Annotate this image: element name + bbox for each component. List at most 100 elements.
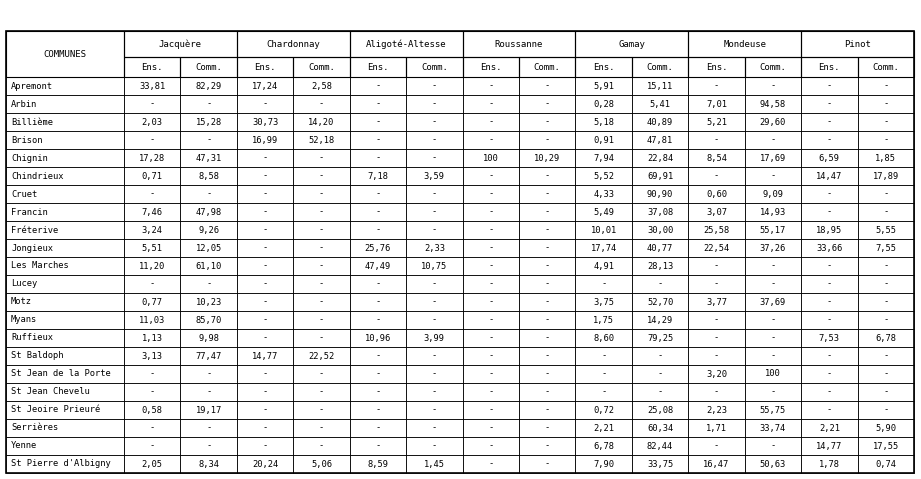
Bar [293, 95, 350, 113]
Text: St Jeoire Prieuré: St Jeoire Prieuré [11, 406, 100, 414]
Text: -: - [827, 352, 832, 361]
Text: -: - [544, 262, 550, 271]
Text: 15,28: 15,28 [195, 117, 222, 126]
Bar [462, 329, 519, 347]
Text: -: - [827, 406, 832, 414]
Text: 0,58: 0,58 [142, 406, 163, 414]
Bar [293, 57, 350, 77]
Bar [688, 311, 745, 329]
Bar [124, 167, 181, 185]
Bar [6, 419, 124, 437]
Bar [6, 275, 124, 293]
Bar [406, 57, 462, 77]
Text: -: - [488, 388, 494, 397]
Bar [857, 383, 914, 401]
Bar [237, 275, 293, 293]
Bar [801, 95, 857, 113]
Text: -: - [375, 406, 380, 414]
Bar [350, 311, 406, 329]
Text: -: - [827, 81, 832, 91]
Bar [857, 149, 914, 167]
Text: 33,74: 33,74 [760, 423, 786, 433]
Bar [745, 293, 801, 311]
Bar [350, 149, 406, 167]
Text: 10,29: 10,29 [534, 153, 560, 162]
Text: -: - [375, 100, 380, 109]
Bar [576, 203, 632, 221]
Bar [857, 95, 914, 113]
Text: 0,71: 0,71 [142, 171, 163, 181]
Bar [6, 293, 124, 311]
Bar [632, 293, 688, 311]
Bar [632, 113, 688, 131]
Bar [519, 57, 576, 77]
Text: 15,11: 15,11 [647, 81, 673, 91]
Bar [350, 401, 406, 419]
Text: -: - [319, 442, 324, 451]
Bar [576, 419, 632, 437]
Text: -: - [658, 388, 663, 397]
Text: -: - [770, 262, 775, 271]
Text: 25,58: 25,58 [704, 226, 729, 235]
Bar [857, 131, 914, 149]
Bar [688, 401, 745, 419]
Text: -: - [319, 388, 324, 397]
Text: 3,99: 3,99 [424, 333, 445, 342]
Text: Jongieux: Jongieux [11, 243, 53, 252]
Bar [293, 275, 350, 293]
Text: 9,98: 9,98 [198, 333, 219, 342]
Text: -: - [601, 280, 606, 288]
Text: 19,17: 19,17 [195, 406, 222, 414]
Bar [462, 347, 519, 365]
Bar [688, 437, 745, 455]
Bar [801, 329, 857, 347]
Bar [857, 401, 914, 419]
Bar [519, 167, 576, 185]
Text: -: - [432, 117, 437, 126]
Text: -: - [883, 136, 889, 145]
Bar [350, 95, 406, 113]
Text: 3,20: 3,20 [706, 369, 727, 378]
Bar [350, 455, 406, 473]
Bar [745, 383, 801, 401]
Bar [462, 77, 519, 95]
Text: -: - [770, 352, 775, 361]
Bar [462, 383, 519, 401]
Bar [576, 365, 632, 383]
Bar [462, 185, 519, 203]
Text: COMMUNES: COMMUNES [43, 49, 87, 58]
Bar [801, 437, 857, 455]
Text: -: - [206, 423, 211, 433]
Text: -: - [375, 297, 380, 307]
Bar [406, 275, 462, 293]
Text: -: - [544, 100, 550, 109]
Bar [181, 419, 237, 437]
Text: 28,13: 28,13 [647, 262, 673, 271]
Bar [801, 239, 857, 257]
Text: 25,76: 25,76 [365, 243, 391, 252]
Text: -: - [319, 100, 324, 109]
Bar [745, 419, 801, 437]
Text: 7,94: 7,94 [593, 153, 614, 162]
Text: Chardonnay: Chardonnay [266, 39, 321, 48]
Text: -: - [262, 262, 268, 271]
Bar [6, 329, 124, 347]
Bar [857, 329, 914, 347]
Text: Pinot: Pinot [845, 39, 871, 48]
Text: Fréterive: Fréterive [11, 226, 58, 235]
Bar [181, 57, 237, 77]
Text: 20,24: 20,24 [252, 459, 278, 468]
Bar [688, 221, 745, 239]
Bar [237, 203, 293, 221]
Bar [801, 347, 857, 365]
Text: 2,21: 2,21 [593, 423, 614, 433]
Bar [406, 239, 462, 257]
Bar [745, 149, 801, 167]
Text: 1,75: 1,75 [593, 316, 614, 324]
Bar [576, 401, 632, 419]
Bar [406, 419, 462, 437]
Bar [745, 365, 801, 383]
Text: -: - [544, 171, 550, 181]
Bar [406, 167, 462, 185]
Text: -: - [149, 369, 155, 378]
